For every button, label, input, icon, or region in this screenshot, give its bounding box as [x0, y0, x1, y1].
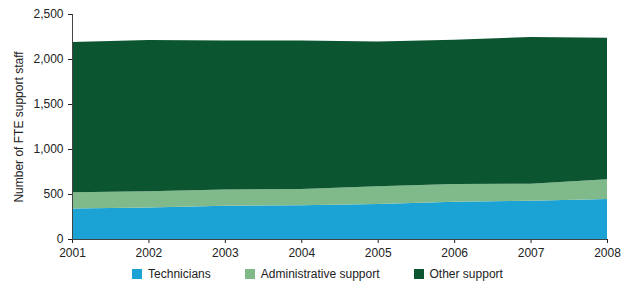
- svg-text:1,500: 1,500: [33, 97, 63, 111]
- svg-text:2,500: 2,500: [33, 7, 63, 21]
- html-text:Other support: Other support: [429, 267, 503, 281]
- html-text:Administrative support: Administrative support: [260, 267, 380, 281]
- svg-text:2002: 2002: [136, 246, 163, 260]
- svg-text:2007: 2007: [518, 246, 545, 260]
- svg-text:2005: 2005: [365, 246, 392, 260]
- html-text:Technicians: Technicians: [148, 267, 211, 281]
- svg-text:2006: 2006: [441, 246, 468, 260]
- svg-text:2008: 2008: [594, 246, 621, 260]
- svg-text:Number of FTE support staff: Number of FTE support staff: [12, 51, 26, 203]
- svg-text:2004: 2004: [288, 246, 315, 260]
- svg-text:0: 0: [57, 232, 64, 246]
- svg-text:2003: 2003: [212, 246, 239, 260]
- svg-text:500: 500: [43, 187, 63, 201]
- svg-text:2001: 2001: [59, 246, 86, 260]
- svg-text:2,000: 2,000: [33, 52, 63, 66]
- svg-text:1,000: 1,000: [33, 142, 63, 156]
